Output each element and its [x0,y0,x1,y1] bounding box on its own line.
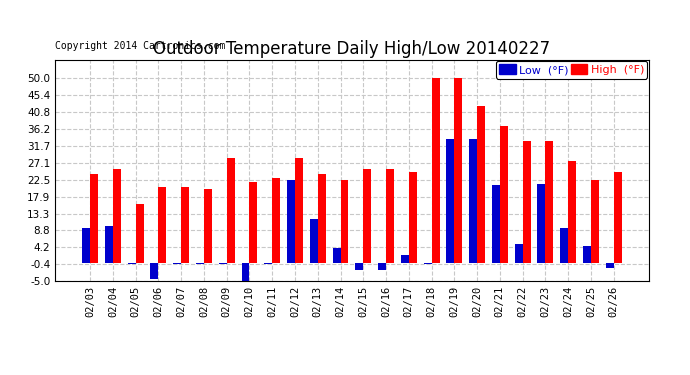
Bar [538,183,545,263]
Bar [454,78,462,263]
Bar [545,141,553,263]
Title: Outdoor Temperature Daily High/Low 20140227: Outdoor Temperature Daily High/Low 20140… [153,40,551,58]
Legend: Low  (°F), High  (°F): Low (°F), High (°F) [495,61,647,78]
Bar [401,255,408,263]
Bar [492,185,500,263]
Bar [500,126,508,263]
Bar [333,248,341,263]
Bar [113,169,121,263]
Bar [363,169,371,263]
Bar [583,246,591,263]
Bar [204,189,212,263]
Text: Copyright 2014 Cartronics.com: Copyright 2014 Cartronics.com [55,41,226,51]
Bar [355,263,363,270]
Bar [159,187,166,263]
Bar [341,180,348,263]
Bar [591,180,599,263]
Bar [515,244,522,263]
Bar [310,219,318,263]
Bar [295,158,303,263]
Bar [522,141,531,263]
Bar [606,263,613,268]
Bar [613,172,622,263]
Bar [173,263,181,264]
Bar [408,172,417,263]
Bar [386,169,394,263]
Bar [431,78,440,263]
Bar [477,106,485,263]
Bar [469,139,477,263]
Bar [287,180,295,263]
Bar [150,263,159,279]
Bar [181,187,189,263]
Bar [219,263,227,264]
Bar [241,263,250,281]
Bar [196,263,204,264]
Bar [424,263,431,264]
Bar [136,204,144,263]
Bar [318,174,326,263]
Bar [227,158,235,263]
Bar [264,263,273,264]
Bar [273,178,280,263]
Bar [82,228,90,263]
Bar [378,263,386,270]
Bar [446,139,454,263]
Bar [250,182,257,263]
Bar [90,174,98,263]
Bar [560,228,568,263]
Bar [105,226,113,263]
Bar [568,161,576,263]
Bar [128,263,136,264]
